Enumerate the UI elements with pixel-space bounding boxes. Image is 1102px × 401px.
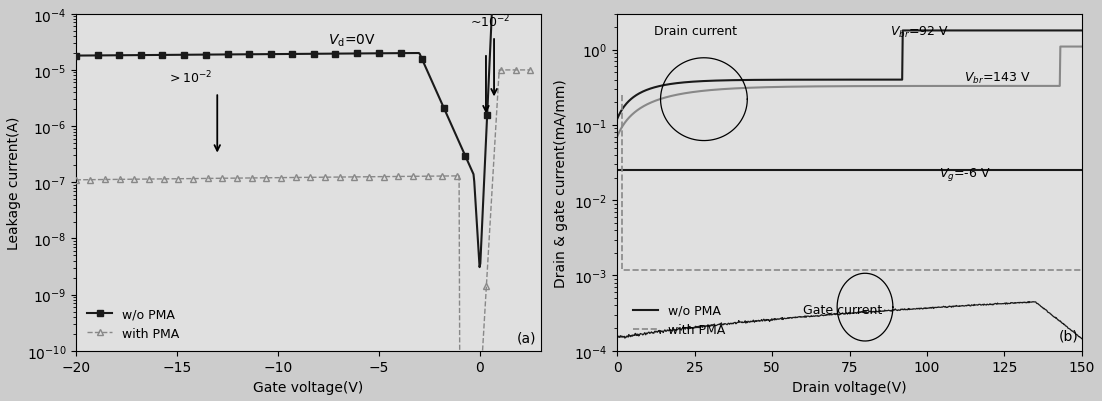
Text: Drain current: Drain current [655, 25, 737, 38]
Text: $>$10$^{-2}$: $>$10$^{-2}$ [166, 70, 212, 86]
X-axis label: Gate voltage(V): Gate voltage(V) [253, 380, 364, 394]
Legend: w/o PMA, with PMA: w/o PMA, with PMA [628, 299, 731, 341]
Text: $V_{br}$=143 V: $V_{br}$=143 V [964, 71, 1031, 86]
Text: Gate current: Gate current [803, 303, 883, 316]
X-axis label: Drain voltage(V): Drain voltage(V) [792, 380, 907, 394]
Legend: w/o PMA, with PMA: w/o PMA, with PMA [82, 302, 184, 345]
Text: $V_{\rm d}$=0V: $V_{\rm d}$=0V [328, 32, 376, 49]
Text: (a): (a) [517, 330, 537, 344]
Text: $V_{g}$=-6 V: $V_{g}$=-6 V [939, 166, 991, 182]
Y-axis label: Drain & gate current(mA/mm): Drain & gate current(mA/mm) [554, 79, 569, 287]
Text: ~10$^{-2}$: ~10$^{-2}$ [469, 14, 510, 30]
Y-axis label: Leakage current(A): Leakage current(A) [7, 116, 21, 249]
Text: $V_{br}$=92 V: $V_{br}$=92 V [889, 25, 949, 41]
Text: (b): (b) [1059, 328, 1079, 342]
